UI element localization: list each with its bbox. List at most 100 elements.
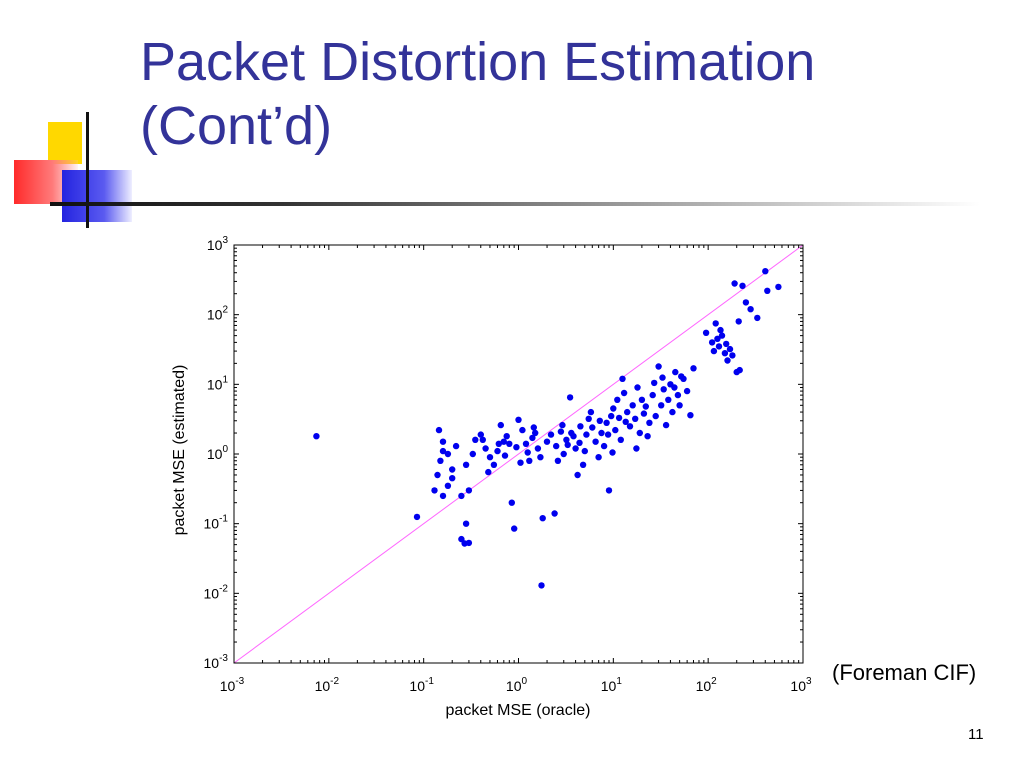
data-point	[665, 396, 672, 403]
data-point	[439, 438, 447, 445]
data-point	[652, 412, 659, 420]
data-point	[431, 487, 438, 494]
data-point	[449, 475, 456, 482]
scatter-points	[313, 268, 782, 589]
dataset-annotation: (Foreman CIF)	[832, 660, 977, 685]
data-point	[469, 450, 476, 458]
data-point	[710, 347, 718, 355]
data-point	[554, 457, 562, 464]
data-point	[444, 482, 452, 489]
data-point	[636, 429, 643, 437]
page-number: 11	[968, 726, 984, 743]
data-point	[605, 487, 613, 494]
x-tick-label: 10-2	[315, 676, 340, 694]
y-axis-label: packet MSE (estimated)	[171, 365, 188, 536]
data-point	[726, 345, 734, 353]
data-point	[671, 384, 678, 391]
data-point	[444, 450, 452, 458]
data-point	[735, 318, 742, 325]
data-point	[674, 391, 682, 399]
data-point	[519, 426, 526, 434]
data-point	[723, 340, 730, 348]
y-tick-label: 102	[207, 305, 229, 323]
x-tick-label: 103	[790, 676, 812, 694]
data-point	[589, 424, 596, 431]
data-point	[511, 525, 518, 532]
data-point	[715, 343, 723, 350]
data-point	[435, 426, 443, 434]
data-point	[465, 487, 473, 494]
y-tick-label: 10-1	[204, 514, 229, 532]
data-point	[543, 438, 551, 445]
data-point	[485, 468, 492, 476]
data-point	[479, 436, 486, 443]
data-point	[576, 439, 583, 446]
data-point	[585, 415, 592, 422]
data-point	[532, 429, 539, 437]
data-point	[462, 520, 470, 527]
data-point	[462, 461, 470, 468]
data-point	[736, 366, 743, 374]
data-point	[690, 365, 697, 372]
data-point	[563, 436, 570, 443]
data-point	[610, 405, 617, 412]
data-point	[486, 454, 494, 461]
y-tick-labels: 10-3 10-2 10-1 100 101 102 103	[204, 235, 229, 671]
data-point	[614, 396, 621, 403]
data-point	[626, 423, 634, 430]
data-point	[669, 408, 676, 416]
data-point	[702, 329, 710, 336]
data-point	[538, 582, 545, 589]
data-point	[651, 379, 658, 387]
data-point	[729, 352, 736, 359]
data-point	[434, 471, 441, 479]
slide-title: Packet Distortion Estimation (Cont’d)	[140, 30, 1000, 158]
data-point	[522, 440, 530, 447]
data-point	[508, 499, 515, 506]
decor-vertical-rule	[86, 112, 89, 228]
data-point	[506, 440, 513, 447]
data-point	[640, 410, 648, 417]
data-point	[515, 416, 522, 423]
data-point	[592, 438, 599, 445]
data-point	[762, 268, 769, 275]
data-point	[617, 436, 624, 443]
axis-ticks	[233, 244, 804, 664]
data-point	[646, 419, 653, 426]
data-point	[608, 412, 615, 420]
x-tick-label: 100	[506, 676, 528, 694]
data-point	[598, 429, 605, 437]
data-point	[513, 444, 520, 451]
data-point	[622, 418, 629, 425]
data-point	[577, 423, 584, 430]
data-point	[659, 374, 666, 381]
data-point	[721, 350, 729, 357]
data-point	[662, 421, 670, 429]
data-point	[724, 357, 731, 364]
data-point	[624, 408, 631, 416]
data-point	[313, 433, 320, 440]
data-point	[731, 280, 738, 287]
data-point	[465, 539, 473, 547]
data-point	[775, 283, 782, 291]
y-tick-label: 10-2	[204, 583, 229, 601]
data-point	[452, 442, 460, 450]
data-point	[439, 447, 447, 455]
data-point	[501, 452, 509, 459]
data-point	[495, 440, 502, 447]
data-point	[551, 510, 558, 517]
data-point	[587, 408, 595, 416]
data-point	[714, 335, 721, 342]
data-point	[660, 386, 667, 393]
data-point	[678, 373, 685, 380]
x-tick-label: 101	[601, 676, 623, 694]
data-point	[574, 471, 581, 479]
data-point	[539, 515, 546, 522]
data-point	[712, 320, 719, 327]
data-point	[708, 339, 716, 346]
data-point	[603, 419, 610, 426]
data-point	[537, 454, 544, 461]
data-point	[754, 314, 761, 322]
decor-horizontal-rule	[50, 202, 980, 206]
decor-blue-square	[62, 170, 132, 222]
